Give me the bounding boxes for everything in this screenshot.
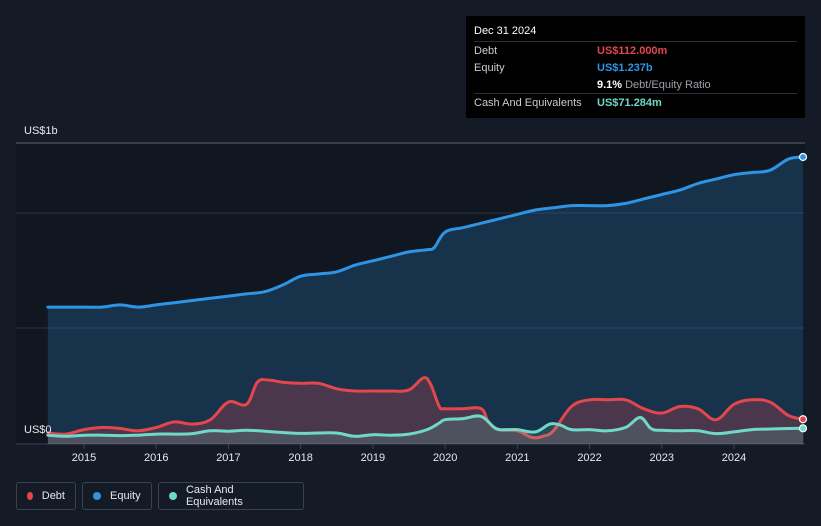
legend-cash-label: Cash And Equivalents <box>185 484 243 508</box>
tooltip-debt-label: Debt <box>474 44 498 57</box>
tooltip-equity-value: US$1.237b <box>597 61 653 74</box>
cash-area <box>47 415 804 444</box>
legend-debt-toggle[interactable]: Debt <box>16 482 76 510</box>
tooltip-cash-label: Cash And Equivalents <box>474 96 582 109</box>
tooltip-ratio-label: Debt/Equity Ratio <box>625 78 711 91</box>
debt-line <box>46 376 805 440</box>
legend-debt-dot-icon <box>27 492 33 500</box>
equity-line <box>46 155 805 309</box>
x-tick-label: 2020 <box>433 452 457 464</box>
legend-equity-label: Equity <box>110 490 141 502</box>
y-axis-bottom-label: US$0 <box>24 424 52 436</box>
x-tick-label: 2017 <box>216 452 240 464</box>
equity-end-marker <box>798 152 808 162</box>
x-tick-label: 2021 <box>505 452 529 464</box>
cash-line <box>46 414 805 438</box>
x-tick-label: 2023 <box>650 452 674 464</box>
tooltip-debt-row: Debt US$112.000m <box>474 41 797 59</box>
x-tick-label: 2015 <box>72 452 96 464</box>
tooltip-equity-label: Equity <box>474 61 505 74</box>
cash-end-marker <box>798 424 808 433</box>
tooltip-debt-value: US$112.000m <box>597 44 668 57</box>
tooltip-cash-value: US$71.284m <box>597 96 662 109</box>
tooltip-ratio-value: 9.1% <box>597 78 623 91</box>
tooltip-ratio-row: 9.1% Debt/Equity Ratio <box>474 76 797 93</box>
legend-cash-toggle[interactable]: Cash And Equivalents <box>158 482 304 510</box>
tooltip-cash-row: Cash And Equivalents US$71.284m <box>474 93 797 111</box>
legend-debt-label: Debt <box>41 490 65 502</box>
tooltip-date: Dec 31 2024 <box>474 25 537 37</box>
end-markers <box>798 152 808 433</box>
tooltip-equity-row: Equity US$1.237b <box>474 59 797 76</box>
data-tooltip: Dec 31 2024 Debt US$112.000m Equity US$1… <box>466 16 805 118</box>
x-tick-label: 2019 <box>361 452 385 464</box>
debt-area <box>47 377 804 444</box>
debt-series <box>46 376 805 444</box>
x-tick-label: 2024 <box>722 452 746 464</box>
legend-equity-toggle[interactable]: Equity <box>82 482 152 510</box>
equity-area <box>47 157 804 444</box>
x-tick-label: 2016 <box>144 452 168 464</box>
debt-end-marker <box>798 415 808 424</box>
legend-equity-dot-icon <box>93 492 101 500</box>
legend-cash-dot-icon <box>169 492 177 500</box>
cash-series <box>46 414 805 444</box>
x-tick-label: 2018 <box>288 452 312 464</box>
x-axis-ticks: 2015 2016 2017 2018 2019 2020 2021 2022 2023 2024 <box>72 444 746 464</box>
equity-series <box>46 155 805 444</box>
x-tick-label: 2022 <box>577 452 601 464</box>
y-axis-top-label: US$1b <box>24 125 58 137</box>
